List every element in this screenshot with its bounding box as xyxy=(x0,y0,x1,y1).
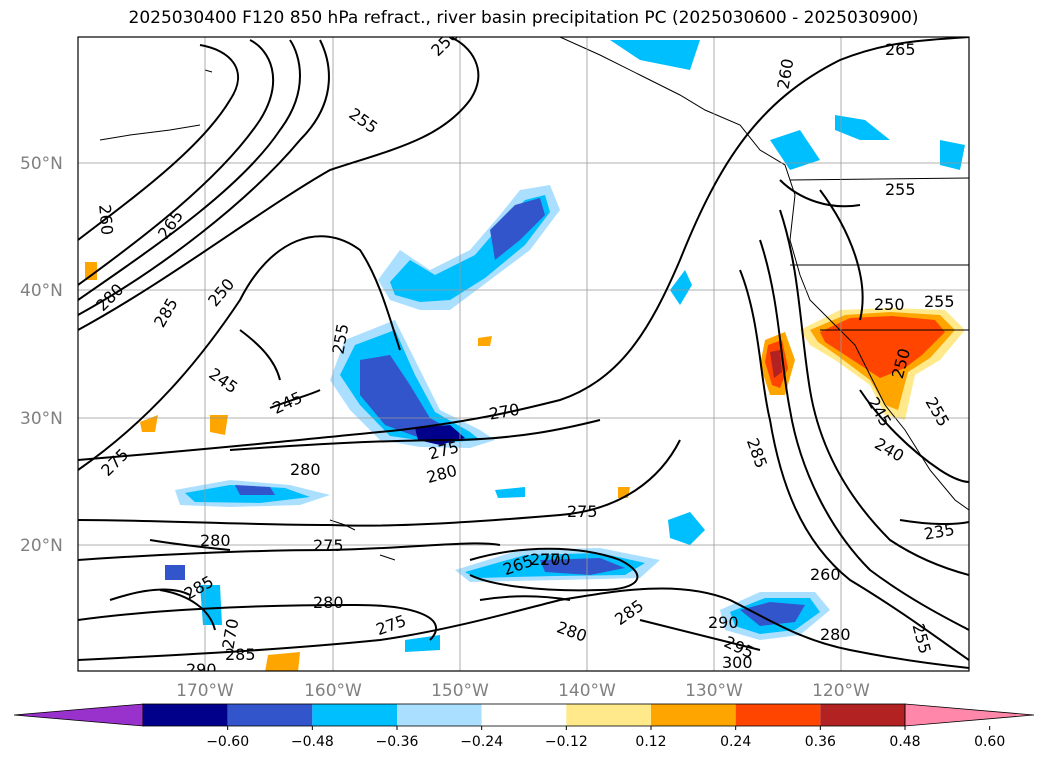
colorbar-swatch xyxy=(566,704,651,726)
graticule xyxy=(78,37,969,671)
contour-label: 285 xyxy=(225,645,256,664)
contour-label: 290 xyxy=(708,613,739,632)
contour-label: 250 xyxy=(874,295,905,314)
lat-label: 20°N xyxy=(20,536,63,556)
contour-label: 280 xyxy=(820,625,851,644)
lat-label: 30°N xyxy=(20,409,63,429)
colorbar-swatch xyxy=(735,704,821,726)
lon-label: 150°W xyxy=(431,681,489,701)
colorbar-tick-label: 0.24 xyxy=(720,734,751,750)
coastlines xyxy=(99,37,969,561)
colorbar-swatch xyxy=(312,704,397,726)
lat-label: 40°N xyxy=(20,281,63,301)
contour-label: 255 xyxy=(924,292,955,311)
colorbar-swatch xyxy=(820,704,905,726)
map-title: 2025030400 F120 850 hPa refract., river … xyxy=(128,8,919,28)
colorbar-extend-low xyxy=(13,703,144,727)
lon-label: 120°W xyxy=(812,681,870,701)
colorbar-tick-label: −0.12 xyxy=(545,734,588,750)
contour-label: 275 xyxy=(567,502,598,521)
longitude-labels: 170°W 160°W 150°W 140°W 130°W 120°W xyxy=(176,681,870,701)
colorbar-swatch xyxy=(227,704,313,726)
colorbar: −0.60 −0.48 −0.36 −0.24 −0.12 0.12 0.24 0.36 0.4… xyxy=(13,703,1035,750)
lon-label: 140°W xyxy=(558,681,616,701)
contour-label: 260 xyxy=(810,565,841,584)
contour-label: 265 xyxy=(885,40,916,59)
colorbar-tick-label: −0.36 xyxy=(376,734,419,750)
colorbar-tick-label: −0.60 xyxy=(206,734,249,750)
colorbar-tick-label: −0.48 xyxy=(291,734,334,750)
colorbar-swatch xyxy=(481,704,567,726)
contour-label: 280 xyxy=(200,531,231,550)
colorbar-swatch xyxy=(651,704,736,726)
latitude-labels: 50°N 40°N 30°N 20°N xyxy=(20,154,63,556)
contour-label: 270 xyxy=(540,550,571,569)
colorbar-tick-label: 0.12 xyxy=(635,734,666,750)
colorbar-extend-high xyxy=(904,703,1035,727)
colorbar-swatch xyxy=(397,704,482,726)
contour-label: 275 xyxy=(313,536,344,555)
colorbar-frame xyxy=(142,703,906,727)
colorbar-swatch xyxy=(143,704,228,726)
contour-label: 290 xyxy=(186,660,217,679)
colorbar-tick-label: −0.24 xyxy=(460,734,503,750)
colorbar-tick-label: 0.36 xyxy=(805,734,836,750)
colorbar-tick-label: 0.60 xyxy=(974,734,1005,750)
map-frame xyxy=(77,36,970,672)
lon-label: 160°W xyxy=(304,681,362,701)
contour-label: 255 xyxy=(885,180,916,199)
lon-label: 130°W xyxy=(685,681,743,701)
colorbar-tick-label: 0.48 xyxy=(889,734,920,750)
lon-label: 170°W xyxy=(176,681,234,701)
lat-label: 50°N xyxy=(20,154,63,174)
contour-label: 280 xyxy=(313,593,344,612)
contour-label: 260 xyxy=(95,204,117,236)
contour-label: 280 xyxy=(290,460,321,479)
refractivity-contours xyxy=(78,37,969,669)
contour-label: 270 xyxy=(530,550,561,569)
contour-label: 300 xyxy=(722,653,753,672)
